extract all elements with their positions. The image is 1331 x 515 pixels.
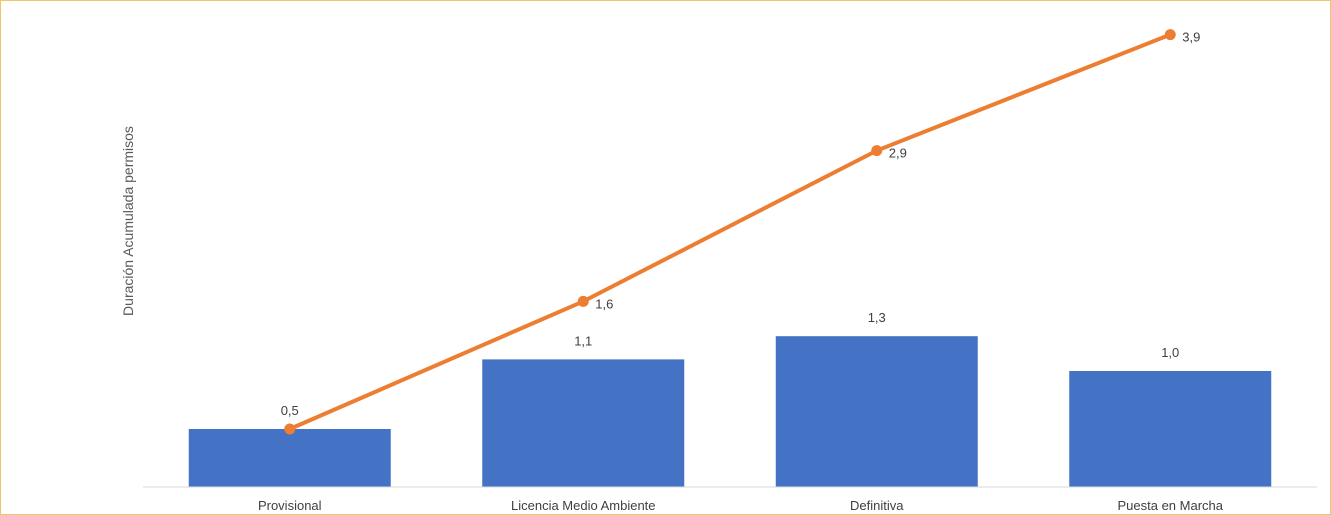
bar-3 <box>1069 371 1272 487</box>
bar-2 <box>775 336 978 487</box>
y-axis-title: Duración Acumulada permisos <box>120 126 136 316</box>
bar-label-2: 1,3 <box>868 310 886 325</box>
bar-1 <box>482 359 685 487</box>
line-point-3 <box>1164 29 1176 41</box>
labels-layer: 1,1 1,3 1,0 0,5 1,6 2,9 3,9 <box>281 30 1201 418</box>
x-tick-label-2: Definitiva <box>850 498 904 513</box>
bars-layer <box>188 336 1272 487</box>
line-point-2 <box>871 145 883 157</box>
line-layer <box>284 29 1176 435</box>
line-label-1: 1,6 <box>595 296 613 311</box>
x-tick-labels: Provisional Licencia Medio Ambiente Defini… <box>258 498 1224 513</box>
x-tick-label-3: Puesta en Marcha <box>1117 498 1223 513</box>
line-label-0: 0,5 <box>281 403 299 418</box>
line-label-3: 3,9 <box>1182 30 1200 45</box>
cumulative-line <box>287 32 1173 431</box>
bar-label-3: 1,0 <box>1161 345 1179 360</box>
x-tick-label-1: Licencia Medio Ambiente <box>511 498 656 513</box>
line-label-2: 2,9 <box>889 146 907 161</box>
line-point-1 <box>577 295 589 307</box>
line-point-0 <box>284 423 296 435</box>
x-tick-label-0: Provisional <box>258 498 322 513</box>
bar-label-1: 1,1 <box>574 333 592 348</box>
bar-0 <box>188 429 391 487</box>
